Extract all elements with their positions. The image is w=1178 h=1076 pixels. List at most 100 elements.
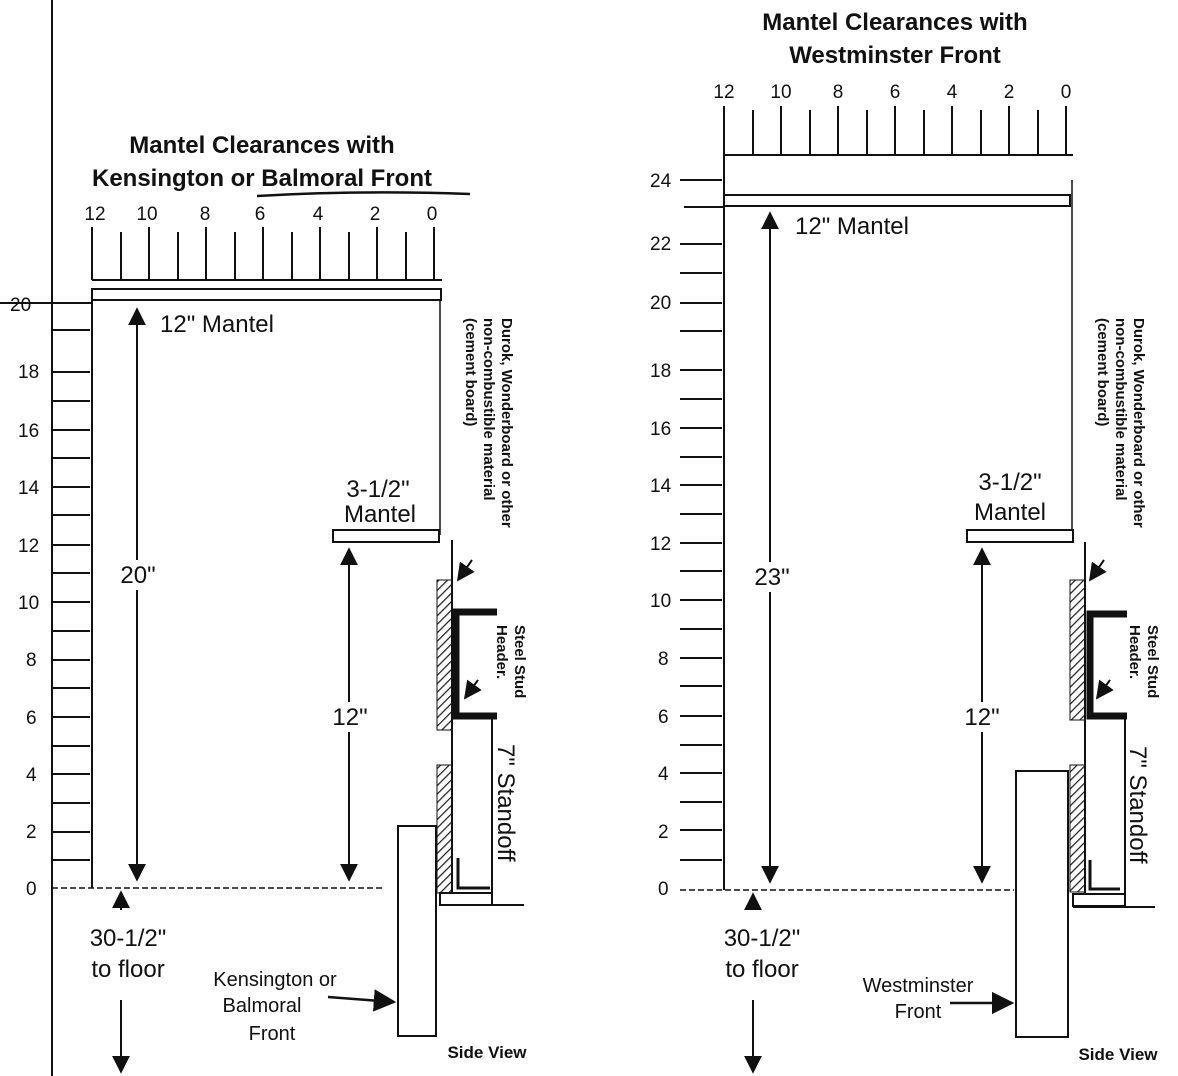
left-vertical-tick-label: 18 bbox=[18, 362, 39, 383]
right-front-label-line2: Front bbox=[895, 1001, 942, 1023]
right-vertical-tick-label: 18 bbox=[650, 361, 671, 382]
left-scale-tick-label: 0 bbox=[427, 204, 438, 225]
right-vertical-tick-label: 12 bbox=[650, 534, 671, 555]
right-vertical-tick-label: 2 bbox=[658, 822, 669, 843]
right-scale-tick-label: 8 bbox=[833, 82, 844, 103]
right-horizontal-scale: 12 10 8 6 4 2 0 bbox=[713, 82, 1073, 156]
right-floor-label-line2: to floor bbox=[725, 956, 798, 983]
left-mantel-35-board bbox=[332, 529, 440, 543]
svg-text:Header.: Header. bbox=[493, 625, 510, 679]
left-side-view-label: Side View bbox=[447, 1043, 527, 1062]
left-scale-tick-label: 6 bbox=[255, 204, 266, 225]
svg-text:Durok, Wonderboard or other: Durok, Wonderboard or other bbox=[1130, 318, 1147, 528]
right-mantel-35-label-line1: 3-1/2" bbox=[978, 469, 1041, 496]
left-header-pointer-arrow bbox=[463, 679, 482, 700]
svg-text:Steel Stud: Steel Stud bbox=[1144, 625, 1161, 698]
right-wall-section bbox=[1069, 542, 1155, 908]
left-title-line2: Kensington or Balmoral Front bbox=[92, 165, 432, 192]
left-board-note: Durok, Wonderboard or other non-combusti… bbox=[462, 318, 515, 528]
right-standoff-label: 7" Standoff bbox=[1124, 746, 1151, 864]
right-vertical-scale: 24 22 20 18 16 14 12 10 8 6 4 2 0 bbox=[650, 171, 722, 900]
right-scale-tick-label: 2 bbox=[1004, 82, 1015, 103]
left-vertical-tick-label: 8 bbox=[26, 650, 37, 671]
left-scale-tick-label: 8 bbox=[200, 204, 211, 225]
left-vertical-tick-label: 16 bbox=[18, 421, 39, 442]
right-dim-large-label: 23" bbox=[754, 564, 789, 591]
left-front-label-line1: Kensington or bbox=[213, 969, 337, 991]
left-board-pointer-arrow bbox=[456, 559, 475, 582]
right-scale-tick-label: 10 bbox=[770, 82, 791, 103]
left-vertical-tick-label: 12 bbox=[18, 536, 39, 557]
left-vertical-tick-label: 20 bbox=[10, 295, 31, 316]
right-vertical-tick-label: 14 bbox=[650, 476, 672, 497]
right-title-line2: Westminster Front bbox=[789, 42, 1001, 69]
left-horizontal-scale: 12 10 8 6 4 2 0 bbox=[84, 204, 442, 281]
right-scale-tick-label: 4 bbox=[947, 82, 958, 103]
right-vertical-tick-label: 16 bbox=[650, 419, 671, 440]
right-vertical-tick-label: 8 bbox=[658, 649, 669, 670]
right-side-view-label: Side View bbox=[1078, 1045, 1158, 1064]
right-vertical-tick-label: 4 bbox=[658, 764, 669, 785]
svg-text:7" Standoff: 7" Standoff bbox=[492, 744, 519, 862]
right-vertical-tick-label: 24 bbox=[650, 171, 672, 192]
right-mantel-35-board bbox=[966, 529, 1074, 543]
right-board-note: Durok, Wonderboard or other non-combusti… bbox=[1094, 318, 1147, 528]
right-front-label-line1: Westminster bbox=[863, 975, 974, 997]
right-mantel-35-label-line2: Mantel bbox=[974, 499, 1046, 526]
svg-text:Steel Stud: Steel Stud bbox=[511, 625, 528, 698]
left-front-label-line3: Front bbox=[249, 1023, 296, 1045]
right-fireplace-front bbox=[1015, 770, 1069, 1038]
left-standoff-label: 7" Standoff bbox=[492, 744, 519, 862]
left-vertical-tick-label: 14 bbox=[18, 478, 40, 499]
right-mantel-12-board bbox=[723, 194, 1071, 207]
right-board-pointer-arrow bbox=[1088, 559, 1107, 582]
right-dim-small-label: 12" bbox=[964, 704, 999, 731]
left-mantel-35-label-line1: 3-1/2" bbox=[346, 476, 409, 503]
left-floor-label-line2: to floor bbox=[91, 956, 164, 983]
right-vertical-tick-label: 0 bbox=[658, 879, 669, 900]
left-mantel-12-board bbox=[91, 288, 442, 301]
left-fireplace-front bbox=[397, 825, 437, 1037]
right-scale-tick-label: 0 bbox=[1061, 82, 1072, 103]
right-vertical-tick-label: 22 bbox=[650, 234, 671, 255]
right-vertical-tick-label: 6 bbox=[658, 707, 669, 728]
svg-text:Durok, Wonderboard or other: Durok, Wonderboard or other bbox=[498, 318, 515, 528]
svg-text:Header.: Header. bbox=[1126, 625, 1143, 679]
left-vertical-tick-label: 4 bbox=[26, 765, 37, 786]
left-front-pointer-arrow bbox=[327, 989, 397, 1012]
left-mantel-35-label-line2: Mantel bbox=[344, 501, 416, 528]
left-scale-tick-label: 2 bbox=[370, 204, 381, 225]
right-header-pointer-arrow bbox=[1095, 679, 1114, 700]
left-title-underline bbox=[256, 191, 471, 198]
right-mantel-12-label: 12" Mantel bbox=[795, 213, 909, 240]
left-vertical-tick-label: 0 bbox=[26, 879, 37, 900]
right-scale-tick-label: 6 bbox=[890, 82, 901, 103]
left-scale-tick-label: 4 bbox=[313, 204, 324, 225]
left-vertical-scale: 20 18 16 14 12 10 8 6 4 2 0 bbox=[0, 0, 92, 1076]
left-title-line1: Mantel Clearances with bbox=[129, 132, 394, 159]
left-diagram: Mantel Clearances with Kensington or Bal… bbox=[0, 0, 528, 1076]
svg-text:7" Standoff: 7" Standoff bbox=[1124, 746, 1151, 864]
svg-text:(cement board): (cement board) bbox=[1094, 318, 1111, 426]
left-dim-large-label: 20" bbox=[120, 562, 155, 589]
right-floor-label-line1: 30-1/2" bbox=[724, 925, 801, 952]
left-header-note: Steel Stud Header. bbox=[493, 625, 528, 698]
right-header-note: Steel Stud Header. bbox=[1126, 625, 1161, 698]
left-dim-small-label: 12" bbox=[332, 704, 367, 731]
right-title-line1: Mantel Clearances with bbox=[762, 9, 1027, 36]
svg-text:non-combustible material: non-combustible material bbox=[480, 318, 497, 501]
right-diagram: Mantel Clearances with Westminster Front… bbox=[650, 9, 1161, 1074]
left-mantel-12-label: 12" Mantel bbox=[160, 311, 274, 338]
left-wall-section bbox=[436, 540, 524, 906]
left-scale-tick-label: 10 bbox=[136, 204, 157, 225]
left-vertical-tick-label: 2 bbox=[26, 822, 37, 843]
svg-text:(cement board): (cement board) bbox=[462, 318, 479, 426]
right-vertical-tick-label: 20 bbox=[650, 293, 671, 314]
left-vertical-tick-label: 6 bbox=[26, 708, 37, 729]
left-front-label-line2: Balmoral bbox=[223, 995, 302, 1017]
right-vertical-tick-label: 10 bbox=[650, 591, 671, 612]
right-scale-tick-label: 12 bbox=[713, 82, 734, 103]
left-floor-label-line1: 30-1/2" bbox=[90, 925, 167, 952]
left-vertical-tick-label: 10 bbox=[18, 593, 39, 614]
